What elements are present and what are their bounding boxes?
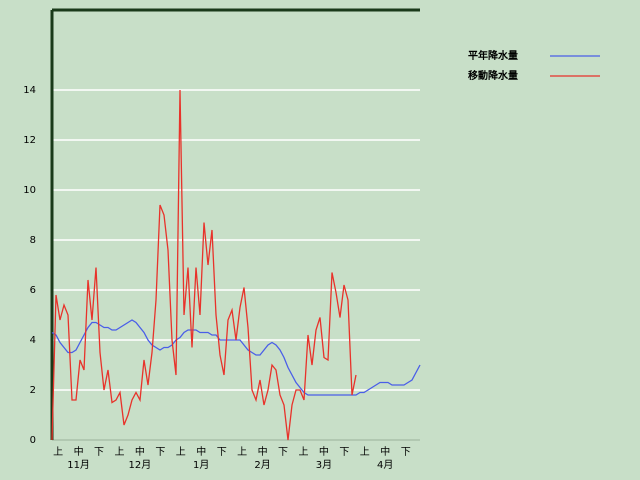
month-label: 4月 [377,459,393,471]
month-label: 1月 [193,459,209,471]
month-label: 12月 [129,459,152,471]
month-label: 2月 [254,459,270,471]
x-tick-label: 中 [258,445,268,458]
series-line [51,319,421,396]
x-tick-label: 下 [339,447,349,458]
y-tick-label: 8 [30,235,36,246]
y-tick-label: 2 [30,385,36,396]
y-tick-label: 14 [23,85,36,96]
x-tick-label: 中 [74,445,84,458]
y-tick-label: 12 [23,135,36,146]
x-tick-label: 下 [155,447,165,458]
x-tick-label: 下 [278,447,288,458]
legend-label: 移動降水量 [468,69,518,82]
x-tick-label: 上 [360,446,370,458]
legend-label: 平年降水量 [468,49,518,62]
x-tick-label: 上 [114,446,124,458]
x-tick-label: 中 [380,445,390,458]
month-label: 3月 [316,459,332,471]
x-tick-label: 下 [401,447,411,458]
x-tick-label: 中 [319,445,329,458]
x-tick-label: 中 [135,445,145,458]
x-tick-label: 中 [196,445,206,458]
y-tick-label: 4 [30,335,36,346]
series-line [51,89,357,441]
x-tick-label: 上 [237,446,247,458]
y-tick-label: 6 [30,285,36,296]
y-tick-label: 10 [23,185,36,196]
x-tick-label: 下 [217,447,227,458]
x-tick-label: 上 [53,446,63,458]
x-tick-label: 上 [298,446,308,458]
y-tick-label: 0 [30,435,36,446]
month-label: 11月 [67,459,90,471]
x-tick-label: 上 [176,446,186,458]
x-tick-label: 下 [94,447,104,458]
